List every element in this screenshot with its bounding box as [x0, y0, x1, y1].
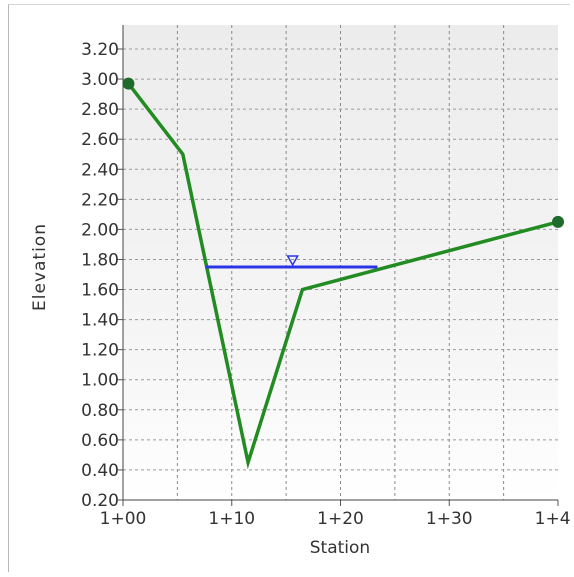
- x-axis-label: Station: [310, 538, 370, 558]
- axes: [117, 25, 559, 506]
- y-tick-label: 3.00: [81, 70, 119, 90]
- y-tick-label: 2.20: [81, 190, 119, 210]
- water-surface-layer: [205, 255, 378, 269]
- y-tick-label: 0.80: [81, 401, 119, 421]
- y-tick-label: 2.40: [81, 160, 119, 180]
- water-surface-marker: [286, 255, 299, 267]
- y-tick-label: 1.80: [81, 250, 119, 270]
- y-tick-label: 0.40: [81, 461, 119, 481]
- cross-section-chart: 0.20 0.40 0.60 0.80 1.00 1.20 1.40 1.60 1.80 2.00…: [30, 25, 571, 558]
- y-tick-label: 2.60: [81, 130, 119, 150]
- y-tick-label: 1.60: [81, 281, 119, 301]
- y-tick-label: 1.40: [81, 311, 119, 331]
- ground-profile-line: [127, 82, 559, 470]
- y-tick-label: 0.60: [81, 431, 119, 451]
- tick-labels: 0.20 0.40 0.60 0.80 1.00 1.20 1.40 1.60 1.80 2.00…: [81, 40, 571, 529]
- x-tick-label: 1+20: [317, 509, 364, 529]
- y-axis-label: Elevation: [30, 223, 50, 311]
- y-tick-label: 1.00: [81, 371, 119, 391]
- y-tick-label: 0.20: [81, 491, 119, 511]
- y-tick-label: 3.20: [81, 40, 119, 60]
- chart-frame: 0.20 0.40 0.60 0.80 1.00 1.20 1.40 1.60 1.80 2.00…: [8, 4, 571, 572]
- x-tick-label: 1+10: [208, 509, 255, 529]
- x-tick-label: 1+30: [426, 509, 473, 529]
- endpoint-marker: [552, 215, 564, 228]
- x-tick-label: 1+00: [100, 509, 147, 529]
- x-tick-label: 1+40: [535, 509, 571, 529]
- grid-lines: [123, 25, 558, 501]
- endpoint-marker: [122, 77, 135, 90]
- series-layer: [122, 77, 564, 470]
- y-tick-label: 2.80: [81, 100, 119, 120]
- y-tick-label: 2.00: [81, 220, 119, 240]
- y-tick-label: 1.20: [81, 341, 119, 361]
